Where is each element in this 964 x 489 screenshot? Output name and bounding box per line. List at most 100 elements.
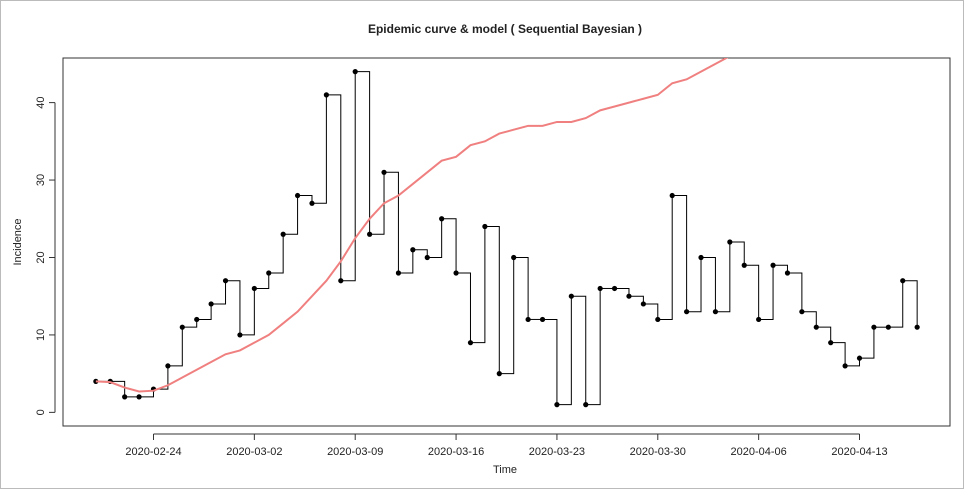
step-segment [888, 280, 904, 328]
step-segment [902, 280, 918, 328]
y-tick-label: 40 [35, 96, 47, 108]
model-line [95, 58, 729, 393]
step-segment [110, 380, 126, 397]
step-segment [398, 249, 414, 274]
point [698, 254, 704, 261]
y-tick-label: 20 [35, 251, 47, 263]
point [122, 394, 128, 400]
step-segment [657, 195, 673, 320]
point [381, 169, 387, 175]
x-tick-label: 2020-02-24 [125, 446, 181, 458]
point [712, 309, 719, 315]
point [770, 262, 776, 268]
point [439, 216, 445, 222]
y-axis-label: Incidence [12, 218, 24, 265]
step-segment [441, 218, 457, 273]
point [885, 324, 891, 330]
y-tick-label: 0 [35, 409, 47, 415]
point [568, 293, 574, 299]
point [856, 355, 863, 361]
point [251, 285, 257, 292]
step-segment [859, 327, 875, 359]
point [280, 231, 286, 237]
step-segment [729, 241, 745, 266]
point [266, 270, 272, 276]
point [136, 394, 142, 400]
point [309, 200, 315, 206]
step-segment [643, 303, 659, 320]
step-segment [758, 265, 774, 320]
point [294, 192, 301, 199]
plot-box [62, 57, 951, 427]
point [799, 309, 805, 315]
x-tick-label: 2020-03-02 [226, 446, 282, 458]
step-segment [239, 288, 255, 336]
chart-title: Epidemic curve & model ( Sequential Baye… [368, 22, 642, 36]
step-segment [513, 256, 529, 320]
point [208, 301, 214, 307]
point [914, 324, 920, 330]
x-tick-label: 2020-03-23 [529, 446, 585, 458]
point [597, 285, 603, 292]
point [784, 270, 791, 276]
point [395, 270, 402, 276]
step-segment [715, 242, 731, 313]
x-axis-label: Time [493, 464, 517, 476]
point [842, 363, 848, 369]
step-segment [816, 326, 832, 343]
step-segment [672, 195, 688, 312]
point [655, 316, 661, 323]
step-segment [384, 171, 399, 273]
step-segment [470, 226, 486, 344]
point [237, 332, 243, 338]
point [496, 371, 502, 377]
point [367, 231, 373, 237]
point [194, 316, 200, 323]
point [626, 293, 632, 299]
point [222, 278, 229, 284]
point [352, 69, 358, 75]
step-segment [556, 296, 572, 406]
point [453, 270, 459, 276]
point [669, 192, 675, 199]
x-tick-label: 2020-03-09 [327, 446, 383, 458]
point [727, 239, 733, 245]
point [323, 92, 329, 98]
step-segment [211, 280, 227, 305]
step-segment [830, 342, 846, 366]
point [871, 324, 877, 330]
step-segment [484, 226, 500, 374]
step-segment [167, 327, 183, 367]
point [741, 262, 747, 268]
point [165, 363, 171, 369]
x-tick-label: 2020-04-13 [831, 446, 887, 458]
step-segment [499, 257, 515, 375]
step-segment [427, 218, 443, 258]
step-segment [686, 257, 702, 313]
step-segment [542, 318, 558, 405]
point [583, 402, 589, 408]
point [525, 316, 531, 323]
x-tick-label: 2020-03-16 [428, 446, 484, 458]
step-segment [355, 71, 371, 235]
step-segment [225, 280, 241, 335]
step-segment [571, 295, 587, 405]
step-segment [787, 272, 803, 312]
step-segment [326, 94, 342, 281]
point [511, 254, 517, 261]
x-tick-label: 2020-03-30 [630, 446, 686, 458]
point [900, 278, 906, 284]
step-segment [196, 303, 212, 320]
step-segment [254, 272, 270, 289]
point [424, 254, 430, 261]
step-segment [311, 94, 327, 204]
step-segment [585, 288, 601, 406]
point [756, 316, 762, 323]
point [338, 278, 344, 284]
step-segment [268, 234, 284, 274]
x-tick-label: 2020-04-06 [731, 446, 787, 458]
step-segment [801, 311, 817, 328]
point [539, 316, 546, 323]
point [640, 301, 646, 307]
point [410, 247, 416, 253]
